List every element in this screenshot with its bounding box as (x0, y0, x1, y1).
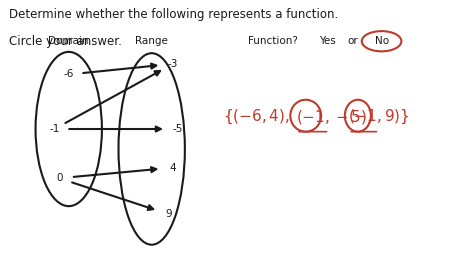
Text: $\{(-6, 4),$: $\{(-6, 4),$ (223, 108, 290, 126)
Text: Domain: Domain (48, 36, 89, 46)
Text: -6: -6 (64, 69, 74, 80)
Text: Circle your answer.: Circle your answer. (9, 35, 122, 48)
Text: $(-1,-5),$: $(-1,-5),$ (296, 108, 372, 126)
Text: -3: -3 (168, 59, 178, 69)
Text: -5: -5 (173, 124, 183, 134)
Text: $(-1, 9)\}$: $(-1, 9)\}$ (348, 108, 410, 126)
Text: or: or (348, 36, 358, 46)
Text: 4: 4 (170, 163, 176, 173)
Text: 0: 0 (56, 173, 63, 183)
Text: -1: -1 (49, 124, 60, 134)
Text: Yes: Yes (319, 36, 336, 46)
Text: No: No (374, 36, 389, 46)
Text: 9: 9 (165, 209, 172, 219)
Text: Function?: Function? (247, 36, 298, 46)
Text: Determine whether the following represents a function.: Determine whether the following represen… (9, 8, 339, 21)
Text: Range: Range (135, 36, 168, 46)
